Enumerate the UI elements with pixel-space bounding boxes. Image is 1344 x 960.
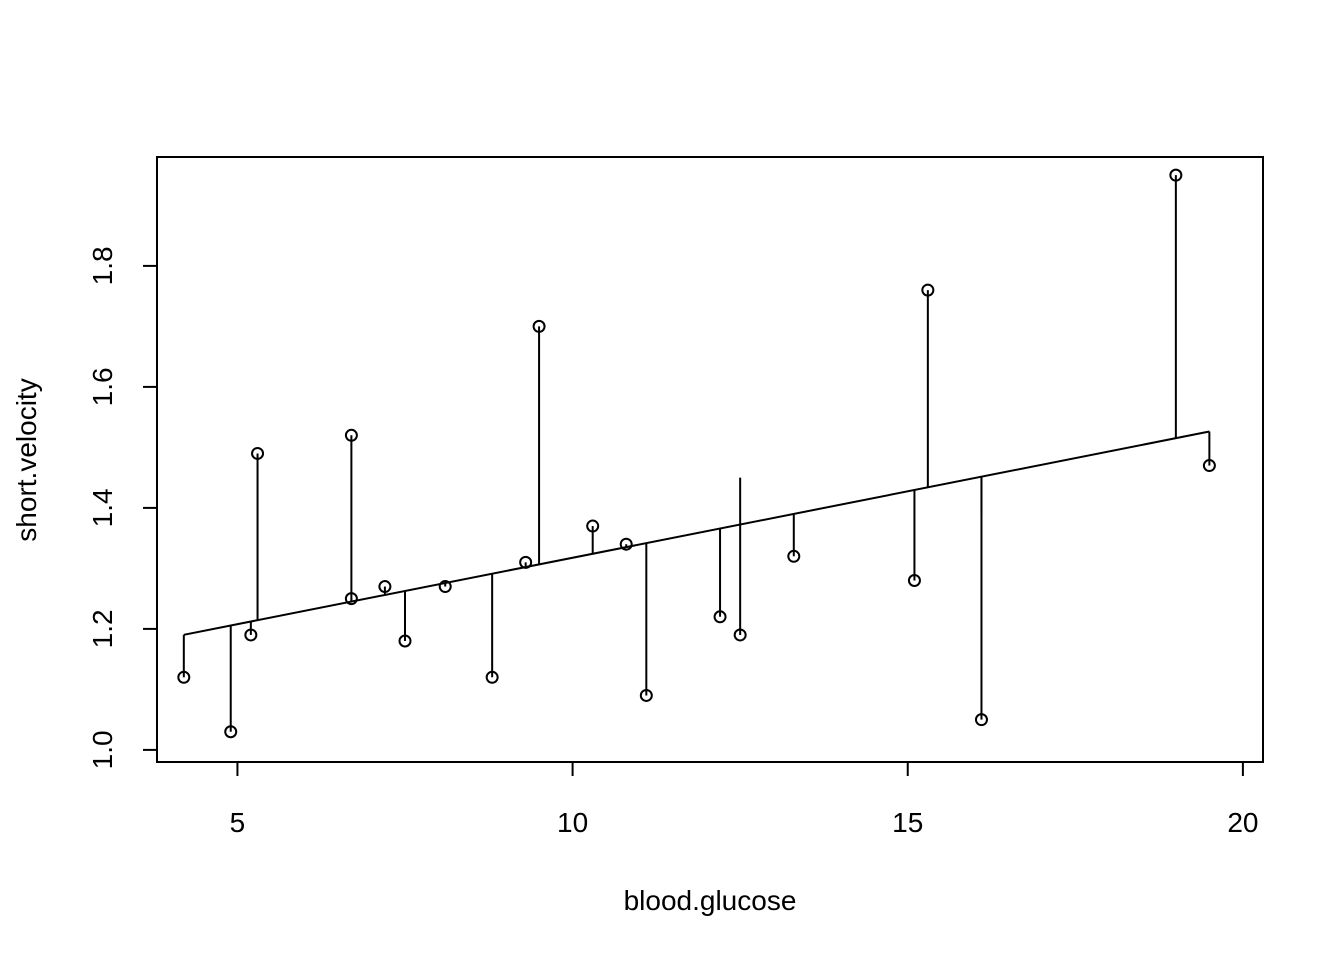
y-tick-label: 1.0 (87, 730, 118, 769)
regression-line-group (183, 430, 1210, 636)
data-point (378, 580, 392, 594)
data-point (974, 713, 988, 727)
data-point (519, 555, 533, 569)
data-point (532, 319, 546, 333)
y-tick-label: 1.6 (87, 367, 118, 406)
data-point (1202, 459, 1216, 473)
x-tick-label: 15 (892, 807, 923, 838)
data-point (438, 580, 452, 594)
data-point (224, 725, 238, 739)
data-point (244, 628, 258, 642)
x-axis-label: blood.glucose (624, 885, 797, 916)
data-point (713, 610, 727, 624)
data-point (733, 628, 747, 642)
x-tick-label: 5 (230, 807, 246, 838)
data-point (485, 670, 499, 684)
data-point (251, 446, 265, 460)
regression-line (183, 430, 1210, 636)
data-point (1169, 168, 1183, 182)
data-point (177, 670, 191, 684)
plot-frame (156, 156, 1264, 763)
data-points (177, 168, 1216, 739)
data-point (398, 634, 412, 648)
data-point (907, 574, 921, 587)
data-point (787, 549, 801, 563)
data-point (586, 519, 600, 533)
y-axis: 1.0 1.2 1.4 1.6 1.8 (87, 246, 158, 769)
x-axis: 5 10 15 20 (230, 761, 1258, 838)
data-point (344, 428, 358, 442)
data-point (921, 283, 935, 297)
residual-segments (182, 175, 1211, 732)
data-point (344, 592, 358, 606)
y-axis-label: short.velocity (11, 378, 42, 541)
y-tick-label: 1.2 (87, 609, 118, 648)
data-point (619, 537, 633, 551)
y-tick-label: 1.4 (87, 488, 118, 527)
y-tick-label: 1.8 (87, 246, 118, 285)
x-tick-label: 10 (557, 807, 588, 838)
data-point (639, 688, 653, 702)
x-tick-label: 20 (1227, 807, 1258, 838)
